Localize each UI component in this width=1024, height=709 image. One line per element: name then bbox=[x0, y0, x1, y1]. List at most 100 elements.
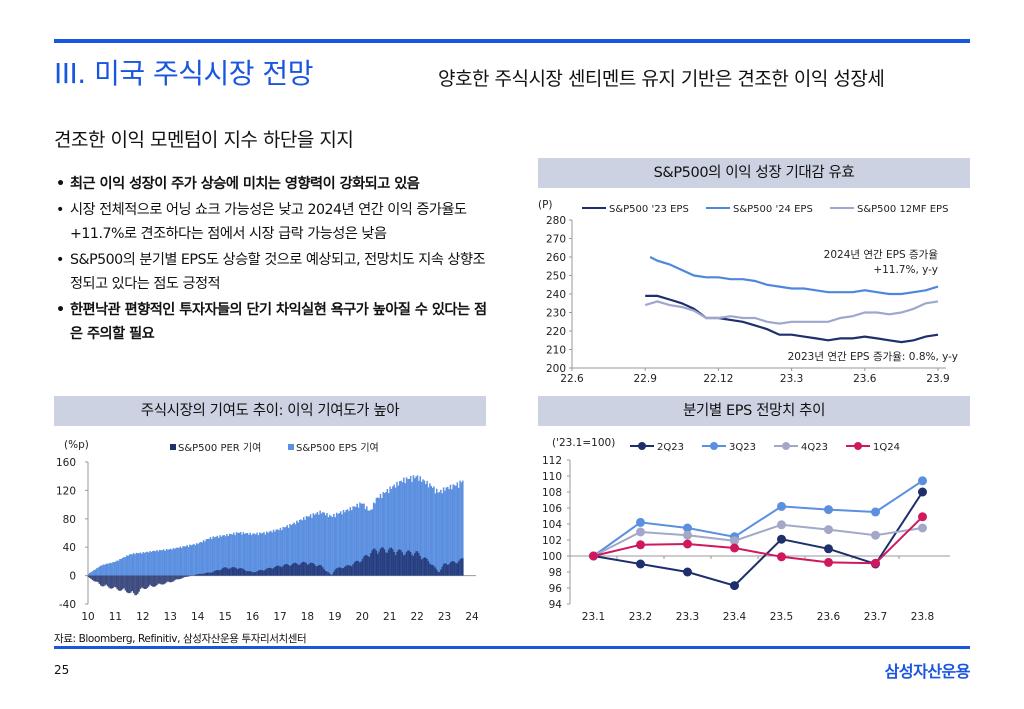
eps-expectations-chart: (P) S&P500 '23 EPS S&P500 '24 EPS S&P500 12… bbox=[538, 199, 958, 385]
market-contribution-chart: (%p) S&P500 PER 기여 S&P500 EPS 기여 -40 0 40 80 12… bbox=[56, 439, 479, 623]
per-bar bbox=[304, 562, 306, 576]
eps-bar bbox=[90, 572, 92, 576]
y-tick-label: 260 bbox=[546, 252, 566, 264]
per-bar bbox=[407, 550, 409, 576]
eps-bar bbox=[353, 506, 356, 576]
per-bar bbox=[322, 567, 324, 576]
eps-bar bbox=[198, 542, 201, 576]
per-bar bbox=[249, 571, 251, 576]
eps-bar bbox=[415, 476, 417, 576]
eps-bar bbox=[305, 516, 308, 576]
per-bar bbox=[404, 554, 406, 576]
data-point bbox=[824, 505, 833, 515]
data-point bbox=[918, 476, 927, 486]
per-bar bbox=[126, 575, 128, 593]
eps-bar bbox=[168, 549, 171, 576]
eps-bar bbox=[206, 539, 209, 576]
per-bar bbox=[186, 575, 188, 577]
eps-bar bbox=[355, 506, 357, 576]
per-bar bbox=[183, 575, 186, 578]
eps-bar bbox=[414, 478, 416, 576]
per-bar bbox=[442, 564, 445, 576]
per-bar bbox=[334, 569, 337, 576]
eps-bar bbox=[293, 522, 295, 576]
per-bar bbox=[165, 575, 168, 583]
eps-bar bbox=[318, 514, 320, 576]
eps-bar bbox=[145, 552, 147, 576]
eps-bar bbox=[457, 487, 460, 576]
eps-bar bbox=[224, 536, 227, 576]
eps-bar bbox=[189, 544, 191, 576]
per-bar bbox=[423, 557, 426, 576]
eps-bar bbox=[215, 536, 217, 576]
per-bar bbox=[89, 575, 91, 578]
eps-bar bbox=[241, 534, 243, 576]
per-bar bbox=[215, 570, 217, 576]
per-bar bbox=[141, 575, 143, 588]
x-tick-label: 23.2 bbox=[629, 611, 652, 623]
eps-bar bbox=[296, 520, 298, 576]
y-tick-label: 270 bbox=[546, 234, 566, 246]
per-bar bbox=[456, 563, 459, 576]
source-note: 자료: Bloomberg, Refinitiv, 삼성자산운용 투자리서치센터 bbox=[54, 633, 307, 645]
per-bar bbox=[339, 567, 342, 576]
eps-bar bbox=[396, 481, 398, 576]
data-point bbox=[918, 512, 927, 522]
per-bar bbox=[90, 575, 92, 580]
eps-bar bbox=[147, 552, 150, 576]
eps-bar bbox=[158, 549, 161, 576]
eps-bar bbox=[400, 480, 402, 576]
eps-bar bbox=[139, 552, 142, 576]
per-bar bbox=[271, 568, 273, 576]
per-bar bbox=[383, 549, 386, 576]
eps-bar bbox=[446, 486, 449, 576]
y-tick-label: 100 bbox=[542, 551, 562, 563]
eps-bar bbox=[452, 484, 454, 576]
per-bar bbox=[264, 569, 267, 576]
x-tick-label: 22.9 bbox=[634, 373, 657, 385]
eps-bar bbox=[346, 509, 349, 576]
eps-bar bbox=[194, 545, 197, 576]
per-bar bbox=[313, 564, 316, 576]
per-bar bbox=[139, 575, 142, 589]
legend-label: S&P500 EPS 기여 bbox=[296, 442, 379, 454]
eps-bar bbox=[370, 509, 372, 576]
per-bar bbox=[201, 573, 203, 576]
eps-bar bbox=[418, 480, 420, 576]
quarterly-panel-title: 분기별 EPS 전망치 추이 bbox=[538, 396, 970, 426]
per-bar bbox=[256, 571, 258, 576]
y-tick-label: 0 bbox=[69, 571, 76, 583]
per-bar bbox=[283, 564, 286, 576]
per-bar bbox=[315, 566, 317, 576]
y-axis-label: ('23.1=100) bbox=[552, 437, 615, 449]
per-bar bbox=[253, 572, 256, 576]
per-bar bbox=[420, 559, 423, 576]
per-bar bbox=[206, 572, 209, 576]
per-bar bbox=[386, 552, 389, 576]
eps-bar bbox=[366, 506, 368, 576]
per-bar bbox=[403, 555, 405, 576]
eps-bar bbox=[445, 487, 448, 576]
eps-bar bbox=[264, 534, 267, 576]
per-bar bbox=[291, 563, 294, 576]
eps-bar bbox=[371, 509, 374, 576]
eps-bar bbox=[197, 544, 199, 576]
eps-bar bbox=[363, 503, 365, 576]
eps-bar bbox=[91, 571, 94, 576]
per-bar bbox=[346, 565, 349, 576]
per-bar bbox=[97, 575, 99, 583]
eps-bar bbox=[392, 486, 394, 576]
per-bar bbox=[445, 563, 448, 576]
per-bar bbox=[389, 547, 391, 576]
eps-bar bbox=[433, 486, 435, 576]
bottom-divider bbox=[54, 646, 970, 649]
eps-bar bbox=[265, 531, 268, 576]
eps-bar bbox=[300, 519, 302, 576]
eps-bar bbox=[329, 514, 331, 576]
eps-bar bbox=[331, 516, 334, 576]
y-tick-label: 210 bbox=[546, 345, 566, 357]
per-bar bbox=[270, 567, 272, 576]
per-bar bbox=[333, 571, 335, 576]
legend-label: S&P500 PER 기여 bbox=[178, 442, 261, 454]
per-bar bbox=[367, 556, 369, 576]
